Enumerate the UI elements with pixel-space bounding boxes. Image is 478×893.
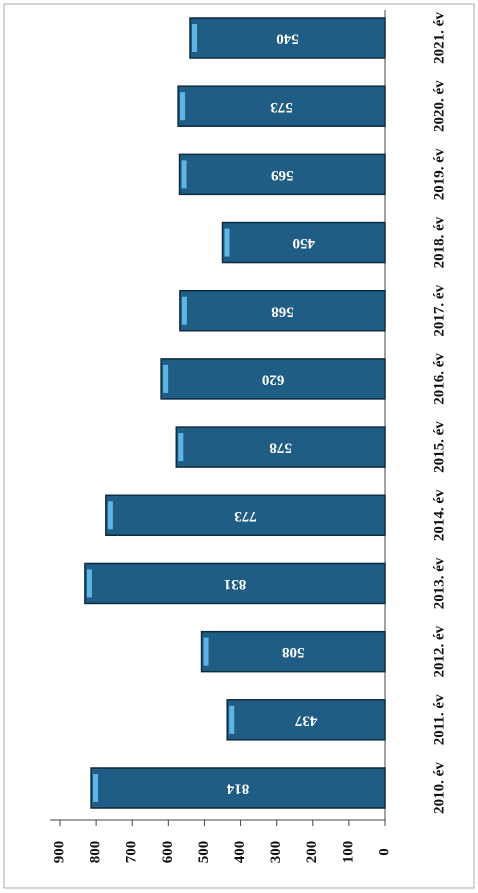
y-tick-label: 700 xyxy=(124,841,140,864)
bar xyxy=(221,221,386,264)
x-tick-label: 2016. év xyxy=(431,353,447,405)
bar-highlight xyxy=(181,160,187,189)
value-label: 773 xyxy=(234,508,257,524)
bar-highlight xyxy=(86,569,92,598)
value-label: 450 xyxy=(293,235,316,251)
bar-highlight xyxy=(229,705,235,734)
x-tick-label: 2015. év xyxy=(431,421,447,473)
value-label: 573 xyxy=(270,99,293,115)
x-tick-label: 2012. év xyxy=(431,625,447,677)
bar-highlight xyxy=(93,774,99,802)
bar-highlight xyxy=(181,296,187,325)
bar xyxy=(160,358,386,400)
bar xyxy=(178,153,386,196)
bar xyxy=(177,85,386,127)
x-tick-label: 2020. év xyxy=(431,80,447,132)
bar xyxy=(105,494,386,537)
x-tick-label: 2014. év xyxy=(431,489,447,541)
value-label: 540 xyxy=(276,31,299,47)
bar-highlight xyxy=(180,92,186,121)
y-tick-label: 600 xyxy=(160,841,176,864)
bar xyxy=(84,562,386,605)
bar-highlight xyxy=(192,24,197,52)
bar xyxy=(90,767,386,809)
y-tick-label: 800 xyxy=(88,841,104,864)
value-label: 831 xyxy=(224,576,247,592)
frame xyxy=(3,3,475,889)
bar xyxy=(179,289,386,332)
bar-highlight xyxy=(224,228,230,257)
x-tick-label: 2010. év xyxy=(431,762,447,814)
x-tick-label: 2018. év xyxy=(431,216,447,268)
bar xyxy=(200,630,386,673)
y-tick-label: 400 xyxy=(232,841,248,864)
bar-highlight xyxy=(178,433,184,462)
value-label: 508 xyxy=(282,644,305,660)
value-label: 568 xyxy=(271,303,294,319)
y-tick-label: 100 xyxy=(340,841,356,864)
y-tick-label: 500 xyxy=(196,841,212,864)
x-tick-label: 2017. év xyxy=(431,284,447,336)
bar-highlight xyxy=(107,501,113,530)
value-label: 569 xyxy=(271,167,294,183)
bar-highlight xyxy=(163,364,169,393)
x-tick-label: 2019. év xyxy=(431,148,447,200)
y-tick-label: 900 xyxy=(51,841,67,864)
bar-highlight xyxy=(203,637,209,666)
bar xyxy=(226,699,386,741)
x-tick-label: 2011. év xyxy=(431,694,447,745)
y-tick-label: 0 xyxy=(376,848,392,856)
value-label: 620 xyxy=(262,371,285,387)
x-tick-label: 2013. év xyxy=(431,557,447,609)
bar xyxy=(175,426,386,468)
bar xyxy=(189,17,386,59)
y-tick-label: 300 xyxy=(268,841,284,864)
x-tick-label: 2021. év xyxy=(431,12,447,64)
y-tick-label: 200 xyxy=(304,841,320,864)
value-label: 578 xyxy=(269,440,292,456)
value-label: 437 xyxy=(294,712,317,728)
value-label: 814 xyxy=(226,781,249,797)
